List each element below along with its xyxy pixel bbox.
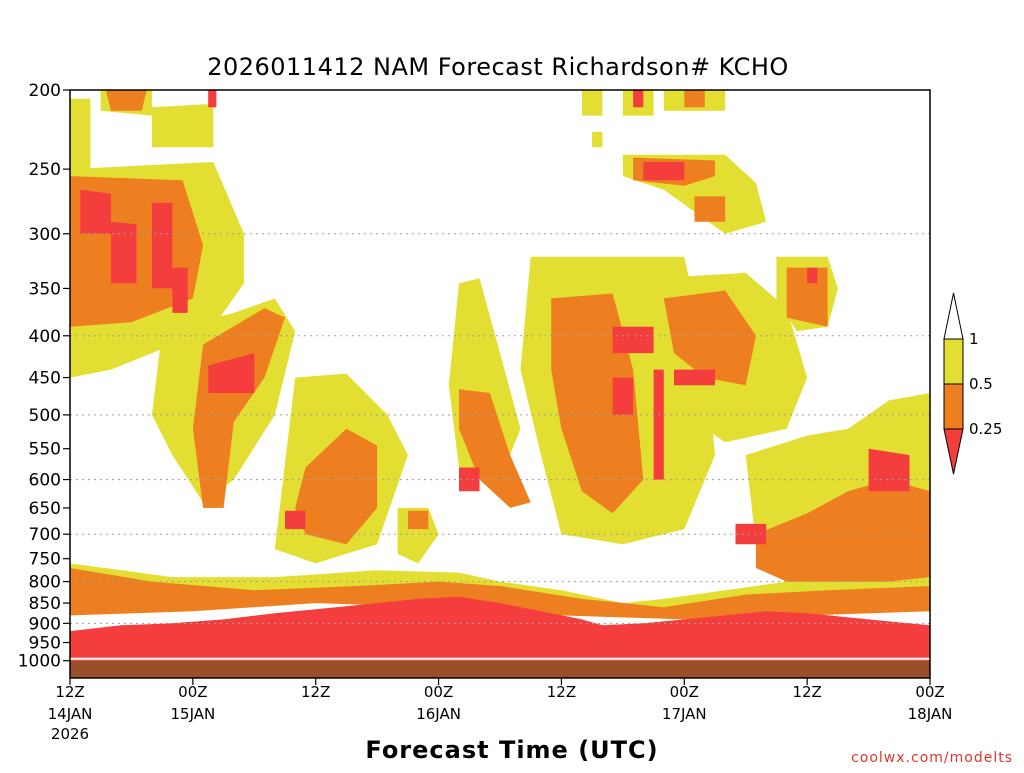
plot-frame [69,89,931,679]
surface-line [70,657,930,660]
y-tick-label: 250 [29,160,61,180]
ri-region-level-1 [80,189,111,234]
ri-region-level-1 [151,202,173,289]
ground-fill [70,660,930,678]
ri-region-level-1 [459,467,480,492]
ri-region-level-2 [684,90,705,108]
ri-region-level-1 [172,267,188,313]
ri-region-level-1 [633,90,644,108]
x-tick-date: 14JAN [48,705,93,723]
ri-region-level-3 [592,131,603,148]
y-tick-label: 800 [29,573,61,593]
y-tick-label: 850 [29,594,61,614]
x-tick-date: 16JAN [416,705,461,723]
ri-region-level-2 [105,90,147,111]
ri-region-level-2 [70,568,930,620]
x-tick-year: 2026 [51,725,89,743]
x-tick-date: 17JAN [662,705,707,723]
ri-region-level-1 [643,162,685,181]
y-tick-label: 650 [29,499,61,519]
credit-text: coolwx.com/modelts [851,750,1013,766]
ri-region-level-1 [612,326,654,354]
colorbar-label: 0.5 [969,375,993,393]
colorbar-label: 1 [969,330,979,348]
data-layer [70,90,930,678]
y-tick-label: 600 [29,471,61,491]
colorbar-bin-0.5-1 [943,338,964,385]
ri-region-level-1 [111,221,137,284]
colorbar-bin-0.25-0.5 [943,383,964,430]
ri-region-level-3 [397,507,439,564]
x-tick-time: 12Z [547,683,576,701]
y-tick-label: 750 [29,550,61,570]
x-tick-time: 00Z [424,683,453,701]
ri-region-level-1 [70,596,930,661]
y-tick-label: 950 [29,634,61,654]
y-tick-label: 200 [29,81,61,101]
y-tick-label: 500 [29,406,61,426]
colorbar: 1 0.5 0.25 [943,292,1002,475]
x-tick-time: 00Z [670,683,699,701]
ri-region-level-3 [581,90,603,116]
x-axis-title: Forecast Time (UTC) [365,736,658,764]
chart-title: 2026011412 NAM Forecast Richardson# KCHO [207,53,789,81]
ri-region-level-1 [208,353,255,393]
ri-region-level-1 [735,523,767,545]
x-tick-time: 12Z [55,683,84,701]
axes: 200 250 300 350 400 450 500 550 600 650 700 750 8008… [18,81,953,743]
colorbar-label: 0.25 [969,420,1002,438]
ri-region-level-2 [407,510,429,530]
y-tick-label: 1000 [18,652,61,672]
ri-region-level-1 [868,448,910,492]
y-tick-label: 550 [29,440,61,460]
ri-region-level-3 [70,98,91,190]
y-tick-label: 900 [29,614,61,634]
ri-region-level-2 [295,428,378,545]
ri-region-level-3 [151,103,214,148]
x-tick-date: 15JAN [170,705,215,723]
ri-region-level-1 [612,377,634,415]
colorbar-bin-below-0.25 [943,428,964,475]
ri-region-level-1 [285,510,306,530]
ri-region-level-1 [208,90,217,108]
x-tick-time: 12Z [301,683,330,701]
plot-area [70,90,930,678]
ri-region-level-2 [459,389,531,508]
y-tick-label: 700 [29,525,61,545]
ri-region-level-1 [653,369,664,480]
x-tick-time: 12Z [792,683,821,701]
ri-region-level-1 [807,267,818,284]
ri-region-level-2 [663,290,756,386]
x-tick-date: 18JAN [908,705,953,723]
ri-region-level-1 [674,369,715,386]
y-tick-label: 400 [29,327,61,347]
x-tick-time: 00Z [178,683,207,701]
y-tick-label: 350 [29,279,61,299]
y-tick-label: 450 [29,369,61,389]
x-tick-time: 00Z [915,683,944,701]
colorbar-bin-above-1 [943,292,964,340]
ri-region-level-2 [756,479,930,582]
ri-region-level-2 [192,308,285,508]
ri-region-level-2 [694,196,726,222]
y-tick-label: 300 [29,225,61,245]
